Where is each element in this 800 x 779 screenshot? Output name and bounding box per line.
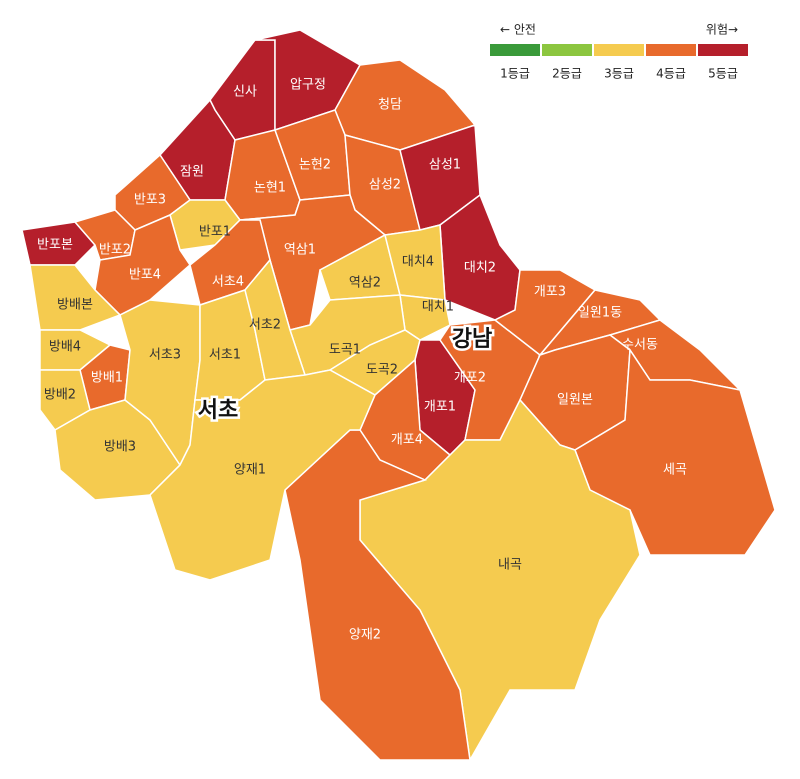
region-label: 일원1동 — [578, 306, 622, 321]
region-label: 세곡 — [663, 463, 687, 478]
region-label: 개포1 — [424, 400, 456, 415]
legend-danger: 위험→ — [706, 23, 738, 37]
region-label: 대치4 — [402, 255, 434, 270]
region-label: 방배본 — [57, 298, 93, 313]
region-label: 양재2 — [349, 628, 381, 643]
region-label: 반포본 — [37, 238, 73, 253]
region-area — [574, 347, 776, 556]
region-label: 반포4 — [129, 268, 161, 283]
region-label: 서초3 — [149, 348, 181, 363]
region-label: 방배3 — [104, 440, 136, 455]
legend-label: 2등급 — [552, 67, 582, 81]
region-label: 역삼1 — [284, 243, 316, 258]
region-label: 대치2 — [464, 261, 496, 276]
region-label: 방배2 — [44, 388, 76, 403]
legend-swatch — [490, 44, 540, 56]
region-label: 반포3 — [134, 193, 166, 208]
legend: ← 안전 위험→ 1등급 2등급 3등급 4등급 5등급 — [490, 23, 748, 81]
region-label: 도곡1 — [329, 343, 361, 358]
region-label: 서초1 — [209, 348, 241, 363]
region-label: 방배4 — [49, 340, 81, 355]
region-label: 개포3 — [534, 285, 566, 300]
region-label: 도곡2 — [366, 363, 398, 378]
region-label: 방배1 — [91, 371, 123, 386]
region-label: 개포4 — [391, 433, 423, 448]
region-area — [149, 369, 376, 581]
legend-label: 1등급 — [500, 67, 530, 81]
region-label: 서초2 — [249, 318, 281, 333]
region-label: 반포1 — [199, 225, 231, 240]
legend-safe: ← 안전 — [500, 23, 536, 37]
legend-label: 5등급 — [708, 67, 738, 81]
region-label: 대치1 — [422, 300, 454, 315]
legend-swatch — [646, 44, 696, 56]
region-label: 수서동 — [622, 338, 658, 353]
legend-swatch — [594, 44, 644, 56]
region-area — [384, 224, 446, 301]
region-label: 압구정 — [290, 78, 326, 93]
region-label: 삼성2 — [369, 178, 401, 193]
region-label: 삼성1 — [429, 158, 461, 173]
region-label: 논현2 — [299, 158, 331, 173]
legend-label: 3등급 — [604, 67, 634, 81]
district-label: 서초 — [198, 398, 238, 423]
legend-swatch — [698, 44, 748, 56]
region-area — [21, 221, 97, 266]
region-label: 잠원 — [180, 165, 204, 180]
district-label: 강남 — [452, 327, 492, 352]
region-label: 개포2 — [454, 371, 486, 386]
region-label: 역삼2 — [349, 276, 381, 291]
region-label: 서초4 — [212, 275, 244, 290]
region-area — [284, 429, 471, 761]
region-label: 반포2 — [99, 243, 131, 258]
legend-label: 4등급 — [656, 67, 686, 81]
region-label: 청담 — [378, 98, 402, 113]
region-label: 신사 — [233, 85, 257, 100]
legend-swatch — [542, 44, 592, 56]
region-label: 논현1 — [254, 181, 286, 196]
region-label: 내곡 — [498, 558, 522, 573]
region-label: 일원본 — [557, 393, 593, 408]
region-label: 양재1 — [234, 463, 266, 478]
